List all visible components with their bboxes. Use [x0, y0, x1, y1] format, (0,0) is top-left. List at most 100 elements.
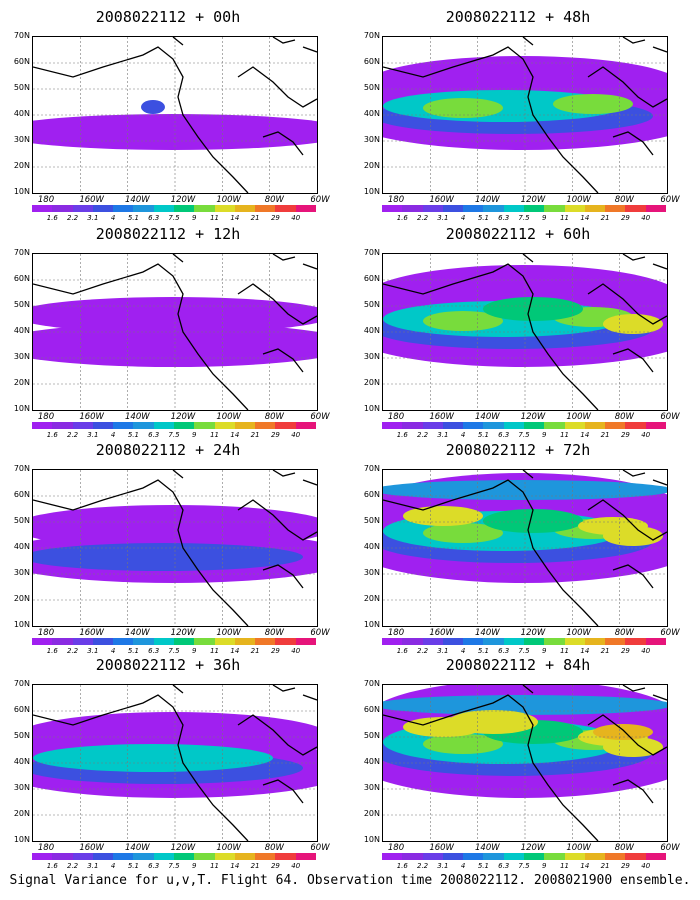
colorbar-swatch — [133, 638, 154, 645]
coastline — [383, 685, 667, 841]
colorbar-swatch — [382, 205, 403, 212]
colorbar-swatch — [194, 205, 215, 212]
colorbar-label: 29 — [270, 862, 280, 870]
lat-tick-label: 70N — [363, 679, 380, 688]
colorbar-swatch — [153, 853, 174, 860]
colorbar-swatch — [133, 422, 154, 429]
lon-tick-label: 160W — [429, 195, 454, 205]
colorbar-label: 40 — [291, 647, 301, 655]
lat-tick-label: 70N — [363, 248, 380, 257]
lat-tick-label: 20N — [13, 594, 30, 603]
variance-map — [32, 253, 318, 411]
lon-tick-label: 160W — [429, 628, 454, 638]
lon-tick-label: 180 — [387, 195, 405, 205]
colorbar-swatch — [402, 853, 423, 860]
colorbar-label: 3.1 — [87, 647, 99, 655]
colorbar-label: 21 — [250, 862, 260, 870]
variance-map — [32, 36, 318, 194]
lat-tick-label: 50N — [363, 83, 380, 92]
colorbar-label: 29 — [620, 862, 630, 870]
colorbar-swatch — [605, 638, 626, 645]
colorbar-label: 5.1 — [127, 214, 139, 222]
panel-title: 2008022112 + 12h — [95, 225, 241, 243]
colorbar-label: 21 — [600, 214, 610, 222]
variance-map — [382, 253, 668, 411]
colorbar-label: 6.3 — [498, 647, 510, 655]
colorbar-label: 2.2 — [66, 862, 79, 870]
colorbar-swatch — [133, 853, 154, 860]
colorbar-swatch — [72, 205, 93, 212]
colorbar-swatch — [503, 205, 524, 212]
colorbar-swatch — [645, 853, 666, 860]
colorbar — [382, 638, 666, 645]
colorbar-label: 1.6 — [396, 862, 408, 870]
colorbar-swatch — [295, 638, 316, 645]
lon-tick-label: 80W — [264, 195, 284, 205]
colorbar — [382, 422, 666, 429]
colorbar-swatch — [483, 422, 504, 429]
colorbar-label: 11 — [560, 214, 570, 222]
colorbar-swatch — [422, 638, 443, 645]
colorbar-label: 3.1 — [437, 862, 449, 870]
colorbar-swatch — [92, 638, 114, 645]
lon-tick-label: 160W — [429, 843, 454, 853]
panel-title: 2008022112 + 00h — [95, 8, 241, 26]
colorbar-swatch — [584, 853, 606, 860]
colorbar-swatch — [214, 205, 235, 212]
panel-title: 2008022112 + 60h — [445, 225, 591, 243]
map-panel: 2008022112 + 00h 70N 60N 50N 40N 30N 20N 10N 180… — [0, 8, 336, 223]
lon-tick-label: 140W — [475, 412, 500, 422]
colorbar-swatch — [72, 638, 93, 645]
colorbar-label: 21 — [600, 862, 610, 870]
lon-tick-label: 100W — [216, 628, 241, 638]
figure-caption: Signal Variance for u,v,T. Flight 64. Ob… — [9, 873, 691, 888]
lat-tick-label: 30N — [363, 135, 380, 144]
lon-tick-label: 60W — [310, 195, 330, 205]
colorbar-swatch — [584, 638, 606, 645]
colorbar-label: 4 — [110, 431, 116, 439]
colorbar-label: 14 — [580, 647, 590, 655]
colorbar-label: 40 — [291, 862, 301, 870]
lon-tick-label: 60W — [660, 843, 680, 853]
lon-tick-label: 160W — [429, 412, 454, 422]
colorbar-swatch — [483, 205, 504, 212]
colorbar-swatch — [255, 205, 276, 212]
lon-tick-label: 120W — [170, 843, 196, 853]
colorbar-swatch — [625, 853, 646, 860]
lat-tick-label: 20N — [363, 378, 380, 387]
colorbar — [32, 205, 316, 212]
colorbar-label: 4 — [110, 214, 116, 222]
colorbar-swatch — [463, 638, 484, 645]
colorbar-swatch — [625, 638, 646, 645]
colorbar-label: 21 — [600, 431, 610, 439]
colorbar-swatch — [194, 638, 215, 645]
colorbar-swatch — [153, 205, 174, 212]
panel-title: 2008022112 + 48h — [445, 8, 591, 26]
colorbar-label: 9 — [542, 431, 547, 439]
lat-tick-label: 10N — [363, 835, 380, 844]
colorbar-swatch — [523, 638, 545, 645]
colorbar-label: 1.6 — [46, 647, 58, 655]
colorbar-label: 6.3 — [148, 214, 160, 222]
colorbar-swatch — [382, 638, 403, 645]
colorbar-label: 5.1 — [127, 862, 139, 870]
colorbar-swatch — [295, 853, 316, 860]
lon-tick-label: 140W — [125, 843, 150, 853]
lat-tick-label: 60N — [13, 490, 30, 499]
colorbar-swatch — [503, 422, 524, 429]
coastline — [383, 254, 667, 410]
colorbar-label: 7.5 — [518, 214, 530, 222]
lat-tick-label: 30N — [363, 783, 380, 792]
lon-tick-label: 100W — [566, 843, 591, 853]
colorbar-label: 40 — [641, 862, 651, 870]
lat-tick-label: 10N — [363, 187, 380, 196]
colorbar-swatch — [442, 853, 464, 860]
lat-tick-label: 10N — [13, 187, 30, 196]
colorbar-swatch — [442, 638, 464, 645]
colorbar-label: 6.3 — [148, 862, 160, 870]
colorbar — [32, 638, 316, 645]
colorbar-label: 14 — [230, 214, 240, 222]
colorbar-swatch — [564, 638, 585, 645]
lon-tick-label: 120W — [170, 628, 196, 638]
lon-tick-label: 180 — [387, 628, 405, 638]
